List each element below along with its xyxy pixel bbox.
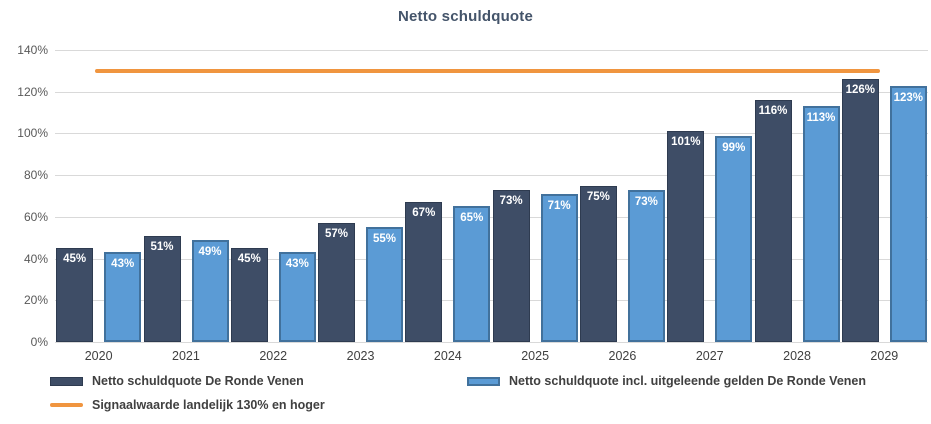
legend-label: Netto schuldquote De Ronde Venen <box>92 374 304 388</box>
bar-value-label: 73% <box>499 194 523 207</box>
x-axis-tick-label: 2027 <box>695 349 724 363</box>
x-axis-tick-label: 2029 <box>870 349 899 363</box>
bar-value-label: 123% <box>893 91 923 104</box>
y-axis-tick-label: 140% <box>17 43 48 57</box>
y-axis-tick-label: 0% <box>30 335 48 349</box>
x-axis-tick-label: 2028 <box>783 349 811 363</box>
bar-2023-series0: 57% <box>318 223 355 342</box>
x-axis-tick-label: 2020 <box>84 349 113 363</box>
x-axis-tick-label: 2025 <box>521 349 550 363</box>
bar-value-label: 45% <box>63 253 87 266</box>
legend-swatch-light-bar-icon <box>467 376 500 386</box>
bar-value-label: 55% <box>372 233 397 246</box>
x-axis-tick-label: 2021 <box>172 349 200 363</box>
gridline <box>55 216 928 218</box>
bar-2022-series1: 43% <box>278 252 316 342</box>
bar-2024-series0: 67% <box>405 202 443 342</box>
bar-2026-series0: 75% <box>579 185 617 342</box>
y-axis-tick-label: 40% <box>23 251 48 266</box>
bar-value-label: 126% <box>845 84 875 97</box>
bar-2022-series0: 45% <box>230 248 268 342</box>
legend-swatch-dark-bar-icon <box>50 376 83 386</box>
bar-value-label: 101% <box>671 136 701 149</box>
bar-value-label: 116% <box>758 105 788 118</box>
bar-value-label: 57% <box>324 228 349 241</box>
bar-value-label: 43% <box>285 258 309 271</box>
gridline <box>55 91 928 93</box>
bar-value-label: 99% <box>722 141 746 154</box>
gridline <box>55 342 928 343</box>
x-axis-tick-label: 2024 <box>433 349 462 363</box>
x-axis-tick-label: 2026 <box>608 349 637 363</box>
x-axis-tick-label: 2022 <box>259 349 288 363</box>
gridline <box>55 300 928 302</box>
bar-2023-series1: 55% <box>366 227 403 342</box>
legend-label: Netto schuldquote incl. uitgeleende geld… <box>509 374 866 388</box>
bar-2029-series0: 126% <box>841 79 879 342</box>
bar-2025-series1: 71% <box>540 193 578 342</box>
bar-value-label: 113% <box>806 112 836 125</box>
bar-value-label: 75% <box>586 190 610 203</box>
y-axis-tick-label: 60% <box>23 209 48 224</box>
gridline <box>55 258 928 260</box>
bar-2020-series1: 43% <box>104 252 142 342</box>
legend-item-netto-schuldquote-incl: Netto schuldquote incl. uitgeleende geld… <box>467 374 866 388</box>
y-axis-tick-label: 120% <box>17 84 48 99</box>
bar-value-label: 65% <box>460 212 484 225</box>
legend-swatch-threshold-line-icon <box>50 403 83 407</box>
bar-2020-series0: 45% <box>56 248 94 342</box>
bar-value-label: 67% <box>412 207 436 220</box>
bar-2028-series0: 116% <box>754 100 792 342</box>
bar-value-label: 45% <box>237 253 261 266</box>
bar-2028-series1: 113% <box>802 106 840 342</box>
y-axis-tick-label: 20% <box>23 293 48 308</box>
bar-value-label: 51% <box>150 240 174 253</box>
bar-value-label: 49% <box>198 245 222 258</box>
gridline <box>55 175 928 177</box>
bar-2026-series1: 73% <box>627 189 665 342</box>
bar-2027-series1: 99% <box>715 135 753 342</box>
bar-2029-series1: 123% <box>889 85 927 342</box>
bar-2025-series0: 73% <box>492 189 530 342</box>
bar-2024-series1: 65% <box>453 206 491 342</box>
chart-title: Netto schuldquote <box>397 8 534 25</box>
bar-value-label: 73% <box>634 195 658 208</box>
x-axis-tick-label: 2023 <box>346 349 375 363</box>
y-axis-tick-label: 80% <box>23 168 48 183</box>
legend-item-netto-schuldquote: Netto schuldquote De Ronde Venen <box>50 374 304 388</box>
threshold-line <box>94 68 881 73</box>
bar-2027-series0: 101% <box>667 131 705 342</box>
legend-label: Signaalwaarde landelijk 130% en hoger <box>92 398 325 412</box>
gridline <box>55 50 928 51</box>
bar-2021-series0: 51% <box>143 235 181 342</box>
legend-item-signaalwaarde: Signaalwaarde landelijk 130% en hoger <box>50 398 325 412</box>
bar-2021-series1: 49% <box>191 239 229 342</box>
y-axis-tick-label: 100% <box>17 126 48 141</box>
gridline <box>55 133 928 135</box>
bar-value-label: 43% <box>111 258 135 271</box>
bar-value-label: 71% <box>547 199 571 212</box>
